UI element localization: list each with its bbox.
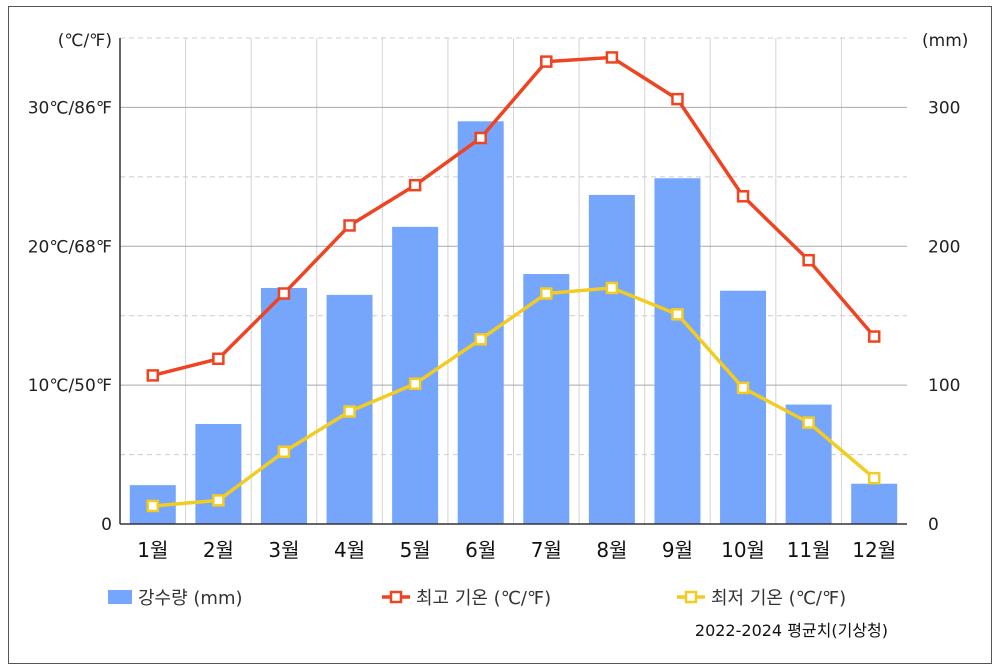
month-label: 3월 [268,538,299,562]
max-temp-point [146,369,160,382]
month-label: 1월 [137,538,168,562]
month-label: 2월 [203,538,234,562]
min-temp-point [802,416,815,429]
min-temp-point [736,381,750,395]
right-tick-label: 300 [928,98,960,118]
min-temp-point [867,471,881,485]
legend-min-temp-label: 최저 기온 (℃/℉) [711,588,846,609]
min-temp-point [408,377,422,391]
month-label: 5월 [400,538,431,562]
precip-bar [851,483,898,524]
max-temp-point [605,51,619,64]
right-axis-unit: (mm) [922,31,968,51]
max-temp-point [802,253,815,267]
precip-bar [195,424,242,524]
max-temp-point [212,352,225,366]
right-tick-label: 100 [928,376,960,396]
max-temp-point [343,219,356,232]
legend-max-temp-marker [389,590,403,604]
legend: 강수량 (mm) 최고 기온 (℃/℉) 최저 기온 (℃/℉) [108,588,846,609]
max-temp-point [736,190,750,203]
min-temp-point [540,287,553,300]
min-temp-point [343,405,356,418]
max-temp-point [277,287,291,300]
precip-bar [720,290,767,524]
max-temp-point [540,55,553,68]
source-note: 2022-2024 평균치(기상청) [695,621,888,640]
left-axis-unit: (℃/℉) [58,31,112,51]
min-temp-point [605,281,619,295]
precip-bar [654,178,701,524]
left-tick-label: 10℃/50℉ [28,376,112,396]
legend-precip-label: 강수량 (mm) [138,588,243,609]
max-temp-line [152,55,876,378]
max-temp-point [867,330,881,343]
min-temp-line [152,286,876,508]
month-label: 12월 [852,538,896,562]
left-tick-label: 20℃/68℉ [28,237,112,257]
min-temp-point [277,445,291,459]
min-temp-point [146,499,160,513]
month-label: 7월 [531,538,562,562]
precip-bar [392,226,439,525]
legend-min-temp-marker [684,590,698,604]
left-tick-label: 0 [101,515,112,535]
right-tick-label: 200 [928,237,960,257]
min-temp-point [474,333,487,346]
grid-lines [120,37,907,524]
month-label: 8월 [596,538,627,562]
month-label: 11월 [787,538,831,562]
month-label: 6월 [465,538,496,562]
month-label: 9월 [662,538,693,562]
month-label: 10월 [721,538,765,562]
right-tick-label: 0 [928,515,939,535]
temperature-lines [146,51,881,513]
precip-bar [260,287,307,524]
max-temp-point [408,178,422,192]
max-temp-point [671,92,684,106]
precip-bar [523,274,570,524]
axes [119,38,907,525]
max-temp-point [474,131,487,145]
min-temp-point [212,494,225,507]
precip-bar [588,194,635,524]
month-label: 4월 [334,538,365,562]
axis-labels: (℃/℉) (mm) 0 10℃/50℉ 20℃/68℉ 30℃/86℉ 0 100 200 30… [28,31,969,562]
left-tick-label: 30℃/86℉ [28,98,112,118]
legend-max-temp-label: 최고 기온 (℃/℉) [416,588,551,609]
precip-bar [457,121,504,525]
legend-precip-swatch [108,590,132,604]
min-temp-point [671,308,684,321]
